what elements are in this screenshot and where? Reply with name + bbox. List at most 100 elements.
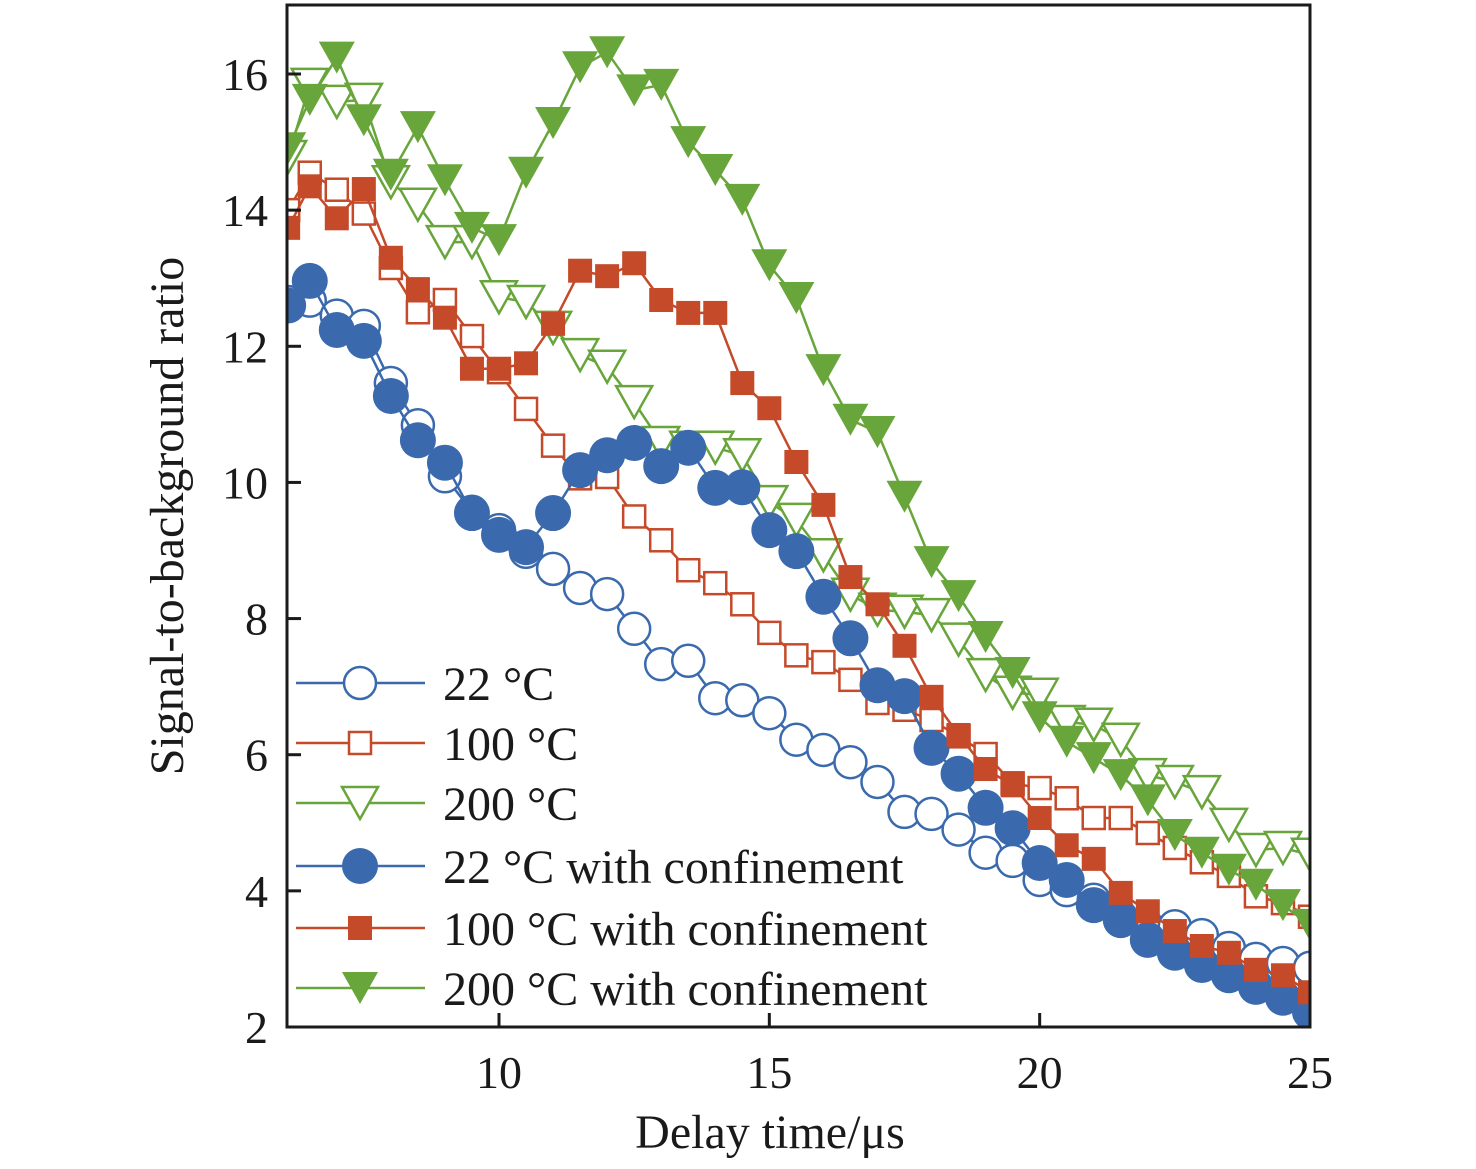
legend: 22 °C 100 °C 200 °C 22 °C with confinement 1… [296, 658, 928, 1016]
data-point [776, 502, 817, 539]
data-point [778, 281, 815, 314]
data-point [1235, 832, 1277, 869]
data-point [453, 495, 490, 532]
legend-marker [342, 848, 378, 884]
data-point [426, 444, 463, 481]
data-point [838, 565, 863, 590]
data-point [913, 729, 950, 766]
data-point [478, 280, 520, 316]
data-point [730, 371, 755, 396]
legend-item: 100 °C with confinement [296, 903, 928, 956]
data-point [345, 322, 382, 359]
data-point [724, 469, 761, 506]
data-point [1129, 921, 1166, 958]
data-point [940, 755, 977, 792]
data-point [938, 622, 979, 659]
data-point [1108, 880, 1133, 905]
data-point [481, 224, 517, 257]
data-point [1237, 868, 1274, 901]
data-point [1129, 784, 1166, 817]
legend-label: 100 °C with confinement [443, 903, 928, 956]
data-point [405, 300, 431, 325]
data-point [541, 311, 566, 336]
data-point [940, 580, 977, 613]
x-tick-label: 20 [1017, 1047, 1063, 1098]
data-point [514, 351, 539, 376]
data-point [291, 83, 328, 116]
data-point [641, 425, 682, 462]
data-point [459, 356, 484, 381]
y-tick-label: 14 [222, 185, 268, 236]
data-point [1156, 819, 1193, 852]
data-point [643, 448, 680, 485]
data-point [1075, 742, 1112, 775]
data-point [324, 177, 350, 202]
data-point [1208, 807, 1250, 844]
data-point [287, 215, 301, 240]
data-point [589, 576, 625, 612]
data-point [1243, 957, 1268, 982]
data-point [859, 416, 896, 449]
data-point [1081, 805, 1106, 831]
data-point [424, 224, 466, 261]
data-point [670, 643, 706, 679]
data-point [1100, 722, 1141, 759]
data-point [643, 68, 680, 101]
legend-label: 22 °C with confinement [443, 841, 904, 894]
data-point [670, 126, 707, 159]
data-point [886, 678, 923, 715]
legend-marker [342, 665, 378, 701]
data-point [432, 305, 457, 330]
data-point [535, 495, 572, 532]
data-point [589, 36, 626, 69]
data-point [649, 287, 674, 312]
data-point [946, 722, 971, 747]
data-point [832, 620, 869, 657]
data-point [703, 300, 728, 325]
data-point [911, 597, 952, 634]
data-point [1048, 861, 1085, 898]
data-point [724, 183, 761, 216]
data-point [865, 592, 890, 617]
data-point [397, 187, 439, 224]
data-point [757, 620, 782, 646]
y-tick-label: 2 [245, 1002, 268, 1053]
data-point [860, 764, 895, 800]
data-point [1183, 836, 1220, 869]
y-tick-label: 16 [222, 49, 268, 100]
data-point [589, 437, 626, 474]
data-point [1162, 919, 1187, 944]
series-4 [287, 262, 1310, 1027]
data-point [291, 262, 328, 299]
data-point [730, 592, 755, 617]
data-point [751, 512, 788, 549]
data-point [405, 277, 430, 302]
data-point [838, 667, 863, 693]
data-point [426, 164, 463, 197]
x-axis-label: Delay time/μs [635, 1106, 905, 1159]
data-point [914, 796, 949, 832]
data-point [1264, 889, 1301, 922]
data-point [751, 249, 788, 282]
data-point [1102, 759, 1139, 792]
data-point [994, 657, 1031, 690]
data-point [1135, 820, 1161, 846]
data-point [614, 384, 655, 421]
legend-item: 22 °C [296, 658, 554, 711]
legend-label: 100 °C [443, 718, 578, 771]
data-point [345, 104, 382, 137]
legend-item: 22 °C with confinement [296, 841, 904, 894]
data-point [1046, 704, 1087, 741]
data-point [1054, 786, 1079, 811]
data-point [351, 201, 377, 226]
data-point [994, 810, 1031, 847]
data-point [778, 533, 815, 570]
data-point [749, 484, 790, 521]
data-point [316, 84, 357, 121]
data-point [811, 649, 836, 675]
data-point [1081, 846, 1106, 871]
data-point [1210, 957, 1247, 994]
data-point [1156, 934, 1193, 971]
data-point [859, 667, 896, 704]
data-point [1216, 940, 1241, 965]
